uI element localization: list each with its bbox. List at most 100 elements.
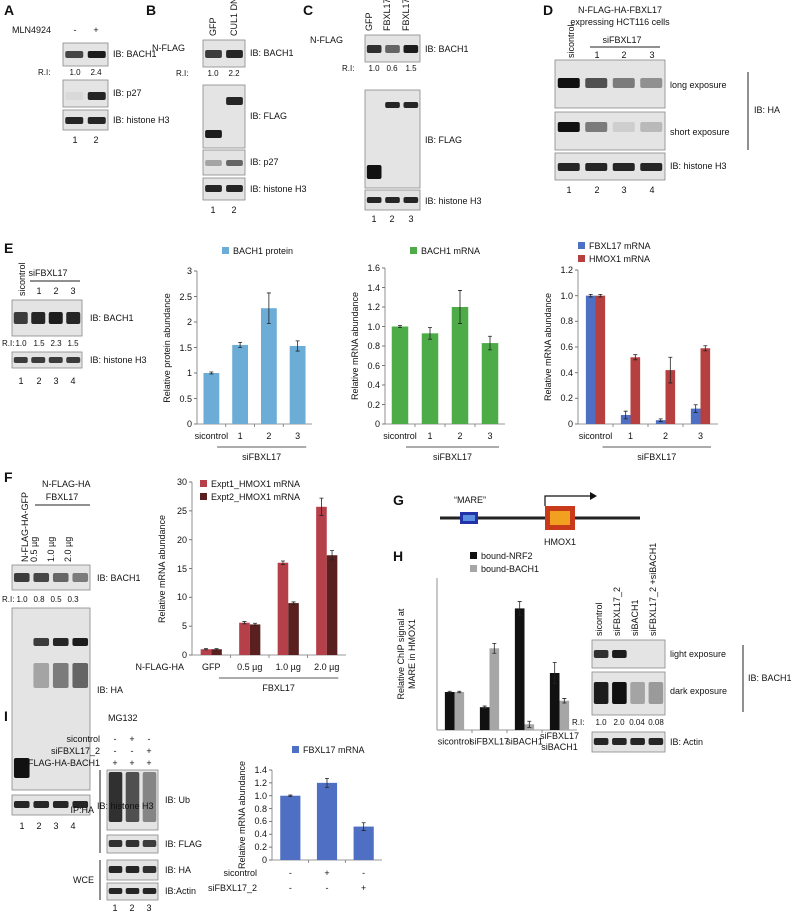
lane-number: 1	[371, 214, 377, 224]
x-tick-label: 3	[697, 431, 704, 441]
bar	[232, 344, 249, 424]
ib-label: IB: Ub	[165, 795, 191, 805]
ri-value: 1.5	[67, 339, 79, 348]
lane-number: 3	[621, 185, 627, 195]
error-bar	[492, 642, 497, 654]
y-tick-label: 0.4	[560, 367, 573, 378]
legend-swatch	[470, 552, 477, 559]
label: GFP	[364, 12, 374, 31]
panel-letter: D	[543, 2, 554, 18]
gene-box-inner	[550, 511, 570, 525]
blot-band	[66, 357, 81, 363]
y-tick-label: 5	[181, 621, 187, 632]
label: N-FLAG-HA-FBXL17	[577, 5, 663, 15]
blot-band	[13, 312, 28, 324]
y-tick-label: 0.6	[254, 816, 267, 827]
label: N-FLAG-HA-BACH1	[18, 758, 100, 768]
blot-band	[403, 197, 419, 203]
lane-number: 2	[231, 205, 237, 215]
ri-label: R.I:	[38, 68, 51, 77]
blot	[202, 84, 246, 149]
y-tick-label: 1.4	[367, 282, 380, 293]
group-label: siFBXL17	[432, 452, 473, 462]
error-bar	[588, 293, 593, 298]
y-axis-label: Relative mRNA abundance	[350, 291, 360, 401]
ib-label: IB: FLAG	[165, 839, 203, 849]
label: 2.0 µg	[63, 536, 73, 562]
ib-label: IB: histone H3	[425, 196, 482, 206]
ib-label: IB:Actin	[165, 886, 197, 896]
x-tick-label: GFP	[201, 662, 221, 672]
bar	[326, 555, 338, 655]
blot-band	[87, 51, 106, 58]
blot-band	[142, 772, 157, 822]
blot-band	[403, 45, 419, 53]
tss-arrowhead	[590, 492, 597, 500]
error-bar	[203, 648, 208, 651]
y-tick-label: 0.8	[560, 316, 573, 327]
y-tick-label: 0	[186, 419, 192, 429]
y-axis-label: Relative mRNA abundance	[543, 292, 553, 402]
x-tick-label: 3	[487, 431, 493, 441]
row-mark: -	[288, 868, 292, 878]
ri-label: R.I:	[342, 64, 355, 73]
panel-letter: B	[146, 2, 157, 18]
lane-number: 2	[621, 50, 627, 60]
blot-band	[72, 638, 89, 646]
ri-value: 1.5	[405, 64, 417, 73]
legend-label: BACH1 mRNA	[421, 246, 481, 256]
panel-letter: A	[4, 2, 15, 18]
bar	[620, 415, 631, 424]
blot-band	[612, 650, 627, 658]
label: siFBXL17	[28, 268, 68, 278]
blot-band	[13, 357, 28, 363]
y-tick-label: 15	[176, 563, 187, 574]
blot-band	[226, 97, 243, 105]
x-row-label: N-FLAG-HA	[135, 662, 184, 672]
blot-band	[125, 772, 140, 822]
y-tick-label: 1.0	[560, 290, 573, 301]
blot-band	[630, 738, 645, 745]
blot-band	[557, 163, 580, 171]
blot-band	[33, 573, 50, 582]
blot-band	[31, 357, 46, 363]
blot-band	[593, 682, 609, 704]
label: +	[112, 758, 118, 768]
ri-label: R.I:	[2, 595, 15, 604]
y-tick-label: 30	[176, 477, 187, 487]
blot-band	[612, 122, 635, 132]
ri-label: R.I:	[572, 718, 585, 727]
lane-number: 2	[36, 376, 42, 386]
blot-band	[33, 801, 50, 808]
bar	[585, 295, 596, 424]
y-tick-label: 3	[186, 266, 192, 276]
blot	[62, 109, 109, 131]
bar	[690, 408, 701, 424]
bar	[353, 826, 374, 860]
blot-band	[108, 772, 123, 822]
label: HMOX1	[543, 537, 577, 547]
label: long exposure	[670, 80, 727, 90]
blot-band	[630, 682, 645, 704]
blot-band	[593, 650, 609, 658]
bar	[260, 308, 277, 424]
bar	[665, 370, 676, 424]
error-bar	[280, 560, 285, 565]
label: N-FLAG	[152, 43, 186, 53]
bar	[289, 345, 306, 424]
ib-label: IB: BACH1	[425, 44, 469, 54]
blot-band	[205, 160, 222, 166]
ri-value: 2.3	[50, 339, 62, 348]
blot-band	[385, 45, 400, 53]
y-tick-label: 2	[186, 317, 192, 327]
blot-band	[612, 163, 635, 171]
blot-band	[585, 122, 608, 132]
panel-letter: G	[393, 492, 404, 508]
bar	[421, 333, 439, 424]
row-label: siFBXL17_2	[207, 883, 257, 893]
x-tick-label: siFBXL17 siBACH1	[539, 731, 580, 752]
legend-label: BACH1 protein	[233, 246, 294, 256]
ib-label: IB: FLAG	[250, 111, 288, 121]
